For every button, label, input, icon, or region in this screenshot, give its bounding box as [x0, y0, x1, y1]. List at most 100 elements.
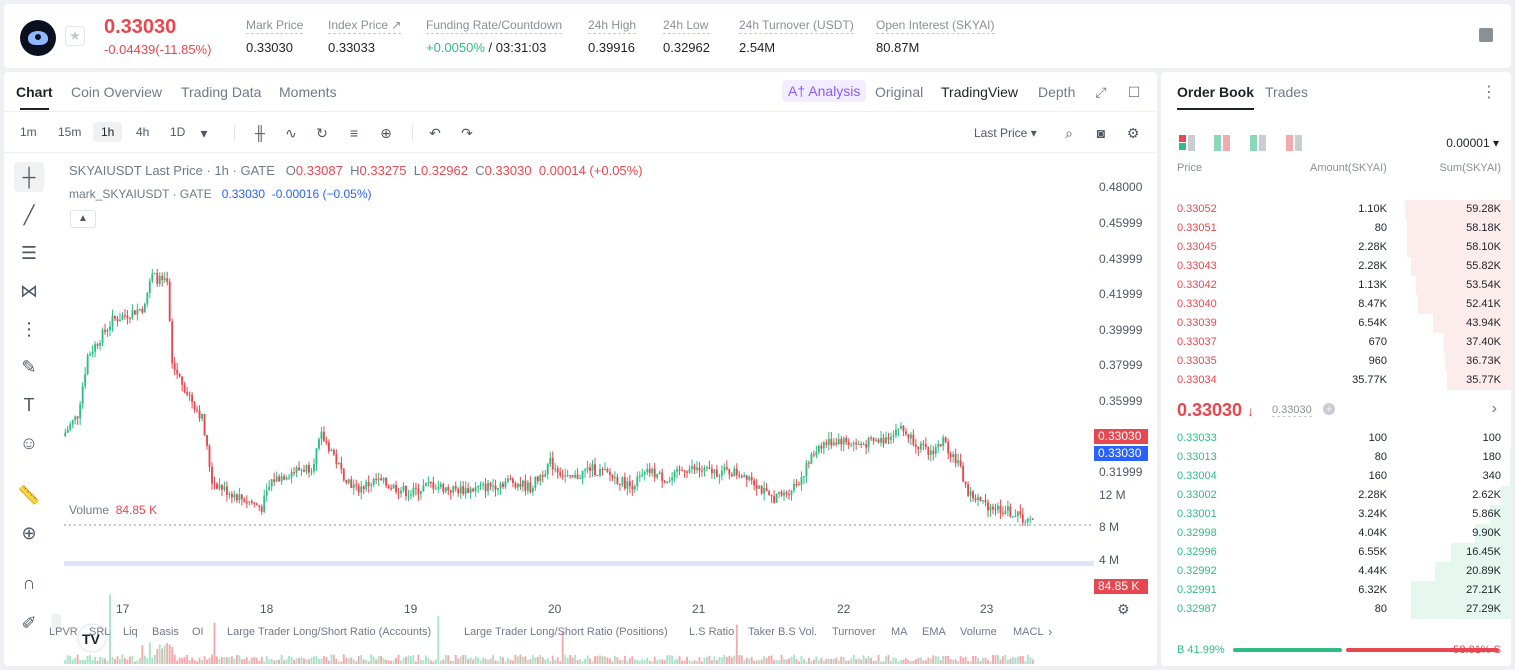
- candle-body: [408, 496, 410, 497]
- tab-ai-analysis[interactable]: A† Analysis: [782, 80, 866, 102]
- candlestick-chart[interactable]: TV: [4, 154, 1094, 666]
- candle-body: [828, 439, 830, 445]
- indicator-macl[interactable]: MACL: [1013, 626, 1044, 638]
- orderbook-row[interactable]: 0.33001 3.24K 5.86K: [1161, 505, 1511, 524]
- tab-trades[interactable]: Trades: [1265, 84, 1308, 100]
- replay-icon[interactable]: ↻: [314, 124, 330, 142]
- orderbook-row[interactable]: 0.33033 100 100: [1161, 429, 1511, 448]
- tab-moments[interactable]: Moments: [279, 84, 337, 100]
- camera-icon[interactable]: ◙: [1093, 124, 1109, 142]
- row-price: 0.33045: [1177, 241, 1217, 253]
- more-options-icon[interactable]: ⋮: [1481, 82, 1497, 102]
- indicator-ema[interactable]: EMA: [922, 626, 946, 638]
- candle-body: [679, 469, 681, 470]
- orderbook-row[interactable]: 0.33051 80 58.18K: [1161, 219, 1511, 238]
- volume-bar: [815, 656, 817, 664]
- indicator-taker-b-s-vol-[interactable]: Taker B.S Vol.: [748, 626, 817, 638]
- orderbook-row[interactable]: 0.33004 160 340: [1161, 467, 1511, 486]
- indicator-lpvr[interactable]: LPVR: [49, 626, 78, 638]
- candle-body: [942, 438, 944, 447]
- precision-select[interactable]: 0.00001 ▾: [1446, 136, 1499, 150]
- candle-body: [363, 486, 365, 489]
- volume-bar: [199, 658, 201, 664]
- add-indicator-icon[interactable]: ⊕: [378, 124, 394, 142]
- expand-icon[interactable]: ⤢: [1093, 84, 1109, 100]
- orderbook-row[interactable]: 0.32998 4.04K 9.90K: [1161, 524, 1511, 543]
- redo-icon[interactable]: ↷: [459, 124, 475, 142]
- chevron-right-icon[interactable]: ›: [1492, 400, 1497, 418]
- timeframe-1h[interactable]: 1h: [93, 122, 122, 142]
- orderbook-row[interactable]: 0.33042 1.13K 53.54K: [1161, 276, 1511, 295]
- orderbook-row[interactable]: 0.33052 1.10K 59.28K: [1161, 200, 1511, 219]
- indicator-l-s-ratio[interactable]: L.S Ratio: [689, 626, 734, 638]
- orderbook-row[interactable]: 0.33039 6.54K 43.94K: [1161, 314, 1511, 333]
- candle-body: [67, 430, 69, 433]
- orderbook-row[interactable]: 0.32996 6.55K 16.45K: [1161, 543, 1511, 562]
- orderbook-row[interactable]: 0.33043 2.28K 55.82K: [1161, 257, 1511, 276]
- template-icon[interactable]: ≡: [346, 124, 362, 142]
- undo-icon[interactable]: ↶: [427, 124, 443, 142]
- layout-bids-asks-icon[interactable]: [1214, 135, 1230, 151]
- layout-both-icon[interactable]: [1179, 135, 1195, 151]
- settings-gear-icon[interactable]: ⚙: [1125, 124, 1141, 142]
- layout-asks-icon[interactable]: [1286, 135, 1302, 151]
- orderbook-row[interactable]: 0.33045 2.28K 58.10K: [1161, 238, 1511, 257]
- fullscreen-icon[interactable]: ☐: [1126, 84, 1142, 100]
- indicator-oi[interactable]: OI: [192, 626, 204, 638]
- stat-index-price[interactable]: Index Price ↗ 0.33033: [328, 18, 401, 55]
- volume-bar: [870, 658, 872, 664]
- orderbook-row[interactable]: 0.33037 670 37.40K: [1161, 333, 1511, 352]
- tab-chart[interactable]: Chart: [16, 84, 53, 100]
- orderbook-row[interactable]: 0.33034 35.77K 35.77K: [1161, 371, 1511, 390]
- candlestick-type-icon[interactable]: ╫: [252, 124, 268, 142]
- orderbook-row[interactable]: 0.32992 4.44K 20.89K: [1161, 562, 1511, 581]
- pane-separator[interactable]: [64, 561, 1094, 566]
- layout-bids-icon[interactable]: [1250, 135, 1266, 151]
- stat-funding-rate[interactable]: Funding Rate/Countdown +0.0050% / 03:31:…: [426, 18, 562, 55]
- candle-body: [353, 484, 355, 488]
- scroll-right-icon[interactable]: ›: [1048, 624, 1052, 639]
- orderbook-row[interactable]: 0.33013 80 180: [1161, 448, 1511, 467]
- candle-body: [893, 435, 895, 437]
- candle-body: [522, 481, 524, 487]
- indicator-srl[interactable]: SRL: [89, 626, 110, 638]
- timeframe-1m[interactable]: 1m: [20, 125, 37, 139]
- indicator-basis[interactable]: Basis: [152, 626, 179, 638]
- indicator-ma[interactable]: MA: [891, 626, 908, 638]
- timeframe-1d[interactable]: 1D: [170, 125, 185, 139]
- tab-tradingview[interactable]: TradingView: [941, 84, 1018, 100]
- axis-settings-icon[interactable]: ⚙: [1117, 601, 1130, 618]
- timeframe-15m[interactable]: 15m: [58, 125, 81, 139]
- stat-mark-price[interactable]: Mark Price 0.33030: [246, 18, 303, 55]
- price-source-select[interactable]: Last Price ▾: [974, 126, 1037, 140]
- chevron-down-icon[interactable]: ▾: [196, 124, 212, 142]
- orderbook-row[interactable]: 0.33035 960 36.73K: [1161, 352, 1511, 371]
- guide-book-icon[interactable]: [1479, 28, 1493, 42]
- indicator-volume[interactable]: Volume: [960, 626, 997, 638]
- indicator-liq[interactable]: Liq: [123, 626, 138, 638]
- indicator-large-trader-long-short-ratio-accounts-[interactable]: Large Trader Long/Short Ratio (Accounts): [227, 626, 431, 638]
- timeframe-4h[interactable]: 4h: [136, 125, 149, 139]
- tab-original[interactable]: Original: [875, 84, 923, 100]
- indicator-turnover[interactable]: Turnover: [832, 626, 876, 638]
- search-icon[interactable]: ⌕: [1061, 124, 1077, 142]
- orderbook-row[interactable]: 0.32991 6.32K 27.21K: [1161, 581, 1511, 600]
- candle-body: [266, 490, 268, 495]
- volume-bar: [940, 660, 942, 664]
- tab-order-book[interactable]: Order Book: [1177, 84, 1254, 100]
- volume-bar: [358, 656, 360, 664]
- volume-bar: [360, 655, 362, 664]
- indicators-icon[interactable]: ∿: [283, 124, 299, 142]
- tab-trading-data[interactable]: Trading Data: [181, 84, 261, 100]
- orderbook-row[interactable]: 0.33002 2.28K 2.62K: [1161, 486, 1511, 505]
- tab-coin-overview[interactable]: Coin Overview: [71, 84, 162, 100]
- volume-bar: [343, 654, 345, 664]
- orderbook-row[interactable]: 0.33040 8.47K 52.41K: [1161, 295, 1511, 314]
- indicator-large-trader-long-short-ratio-positions-[interactable]: Large Trader Long/Short Ratio (Positions…: [464, 626, 668, 638]
- volume-bar: [223, 657, 225, 664]
- orderbook-row[interactable]: 0.32987 80 27.29K: [1161, 600, 1511, 619]
- volume-bar: [733, 656, 735, 664]
- favorite-star-icon[interactable]: ★: [65, 26, 85, 46]
- tab-depth[interactable]: Depth: [1038, 84, 1075, 100]
- volume-bar: [644, 660, 646, 664]
